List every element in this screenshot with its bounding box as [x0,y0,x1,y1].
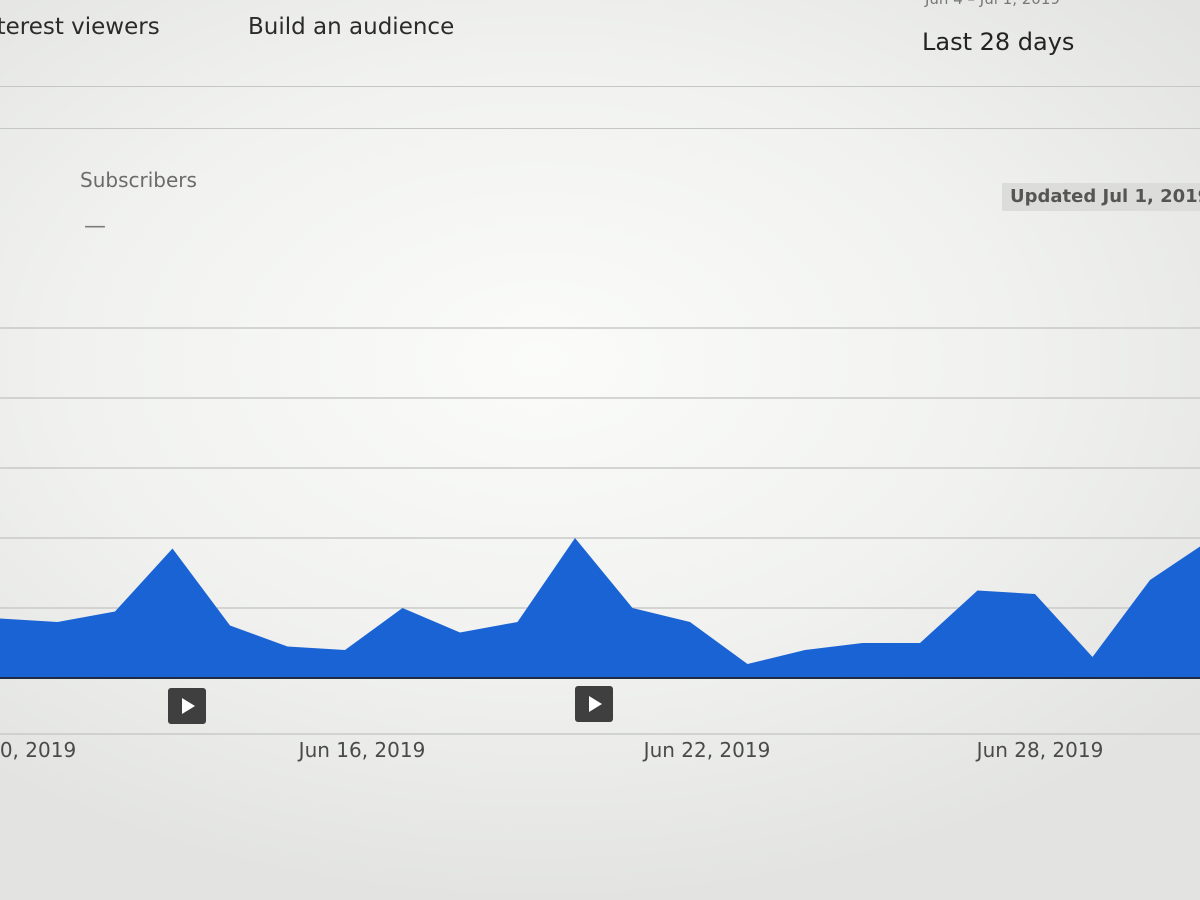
x-tick-label: 0, 2019 [0,738,77,762]
play-icon [182,698,195,714]
video-marker-button[interactable] [575,686,613,722]
metric-label[interactable]: Subscribers [80,168,197,192]
x-tick-label: Jun 22, 2019 [643,738,771,762]
date-range-text: Jun 4 – Jul 1, 2019 [925,0,1060,8]
x-tick-label: Jun 16, 2019 [298,738,426,762]
section-divider [0,128,1200,129]
video-marker-button[interactable] [168,688,206,724]
subscribers-area [0,538,1200,678]
tab-interest-viewers[interactable]: nterest viewers [0,14,160,40]
metric-value: — [84,214,106,239]
date-range-selector[interactable]: Last 28 days [922,28,1075,56]
updated-badge: Updated Jul 1, 2019 [1002,183,1200,211]
header-divider [0,86,1200,87]
x-tick-label: Jun 28, 2019 [976,738,1104,762]
play-icon [589,696,602,712]
tab-build-audience[interactable]: Build an audience [248,14,455,40]
